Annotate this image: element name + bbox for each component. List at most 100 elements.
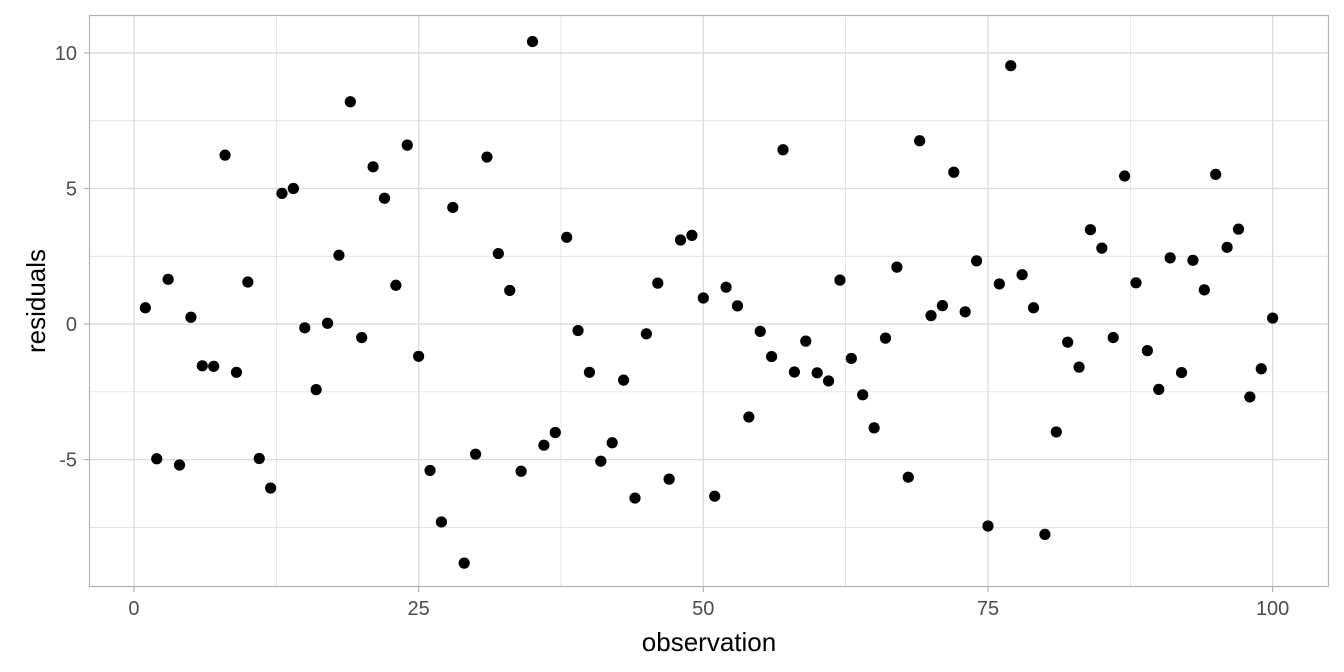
data-point: [378, 192, 391, 204]
data-point: [879, 332, 892, 344]
data-point: [310, 384, 322, 396]
plot-panel: [89, 15, 1329, 587]
data-point: [1187, 254, 1199, 266]
data-points: [139, 35, 1279, 569]
x-tick-label: 75: [977, 598, 999, 620]
data-point: [458, 557, 470, 569]
data-point: [492, 247, 504, 260]
x-tick-label: 25: [408, 598, 430, 620]
data-point: [253, 452, 265, 465]
y-tick-label: 10: [55, 43, 77, 65]
data-point: [549, 426, 561, 439]
data-point: [834, 274, 846, 286]
data-point: [640, 328, 652, 340]
data-point: [663, 473, 675, 485]
data-point: [777, 144, 789, 156]
data-point: [800, 335, 812, 347]
data-point: [276, 187, 288, 199]
data-point: [1267, 312, 1279, 324]
data-point: [242, 276, 254, 288]
data-point: [219, 149, 231, 161]
x-axis: 0 25 50 75 100: [128, 587, 1289, 620]
data-point: [1232, 223, 1245, 235]
data-point: [1153, 383, 1165, 395]
x-axis-title: observation: [642, 627, 776, 657]
data-point: [333, 249, 345, 261]
data-point: [743, 411, 755, 423]
y-axis-title: residuals: [21, 249, 51, 353]
data-point: [321, 317, 334, 329]
y-axis: -5 0 5 10: [55, 43, 89, 472]
data-point: [139, 302, 151, 314]
data-point: [561, 231, 573, 243]
data-point: [686, 229, 698, 241]
data-point: [1164, 252, 1176, 264]
data-point: [424, 464, 436, 477]
data-point: [1039, 528, 1051, 541]
data-point: [1141, 345, 1153, 357]
data-point: [982, 520, 994, 532]
data-point: [287, 182, 299, 195]
data-point: [230, 366, 243, 378]
data-point: [652, 277, 664, 289]
data-point: [185, 311, 197, 323]
data-point: [413, 350, 425, 362]
data-point: [162, 273, 174, 285]
data-point: [811, 367, 823, 379]
data-point: [435, 516, 448, 528]
data-point: [720, 281, 732, 293]
data-point: [1084, 224, 1097, 236]
data-point: [1073, 361, 1085, 373]
data-point: [1210, 168, 1222, 181]
data-point: [822, 375, 835, 387]
data-point: [948, 166, 960, 178]
data-point: [196, 360, 208, 372]
data-point: [344, 96, 356, 108]
plot-panel-border: [88, 14, 1330, 588]
data-point: [845, 352, 857, 365]
data-point: [788, 366, 800, 378]
data-point: [356, 331, 368, 344]
data-point: [629, 492, 641, 504]
data-point: [1130, 277, 1142, 289]
x-tick-label: 100: [1256, 598, 1289, 620]
data-point: [595, 455, 607, 467]
data-point: [515, 465, 527, 477]
data-point: [469, 448, 482, 460]
data-point: [1107, 331, 1119, 344]
data-point: [1062, 336, 1074, 348]
data-point: [1050, 426, 1062, 438]
data-point: [993, 278, 1005, 290]
data-point: [401, 139, 413, 151]
data-point: [959, 306, 971, 318]
data-point: [697, 292, 709, 304]
data-point: [481, 151, 493, 163]
data-point: [766, 350, 778, 363]
y-tick-label: 5: [66, 178, 77, 200]
data-point: [526, 35, 539, 48]
data-point: [583, 366, 596, 378]
data-point: [504, 284, 516, 297]
data-point: [868, 422, 880, 434]
data-point: [1016, 269, 1028, 281]
data-point: [173, 459, 186, 471]
data-point: [151, 453, 163, 465]
data-point: [572, 324, 584, 337]
data-point: [731, 300, 744, 312]
data-point: [1244, 391, 1256, 403]
data-point: [709, 490, 721, 502]
data-point: [1221, 241, 1233, 253]
data-point: [1005, 60, 1017, 72]
data-point: [857, 389, 869, 401]
data-point: [1255, 363, 1267, 375]
data-point: [925, 310, 937, 322]
data-point: [367, 161, 379, 173]
data-point: [390, 279, 402, 291]
y-tick-label: 0: [66, 314, 77, 336]
data-point: [299, 322, 311, 334]
data-point: [618, 374, 630, 386]
data-point: [265, 482, 277, 494]
data-point: [902, 471, 914, 483]
data-point: [891, 261, 903, 273]
